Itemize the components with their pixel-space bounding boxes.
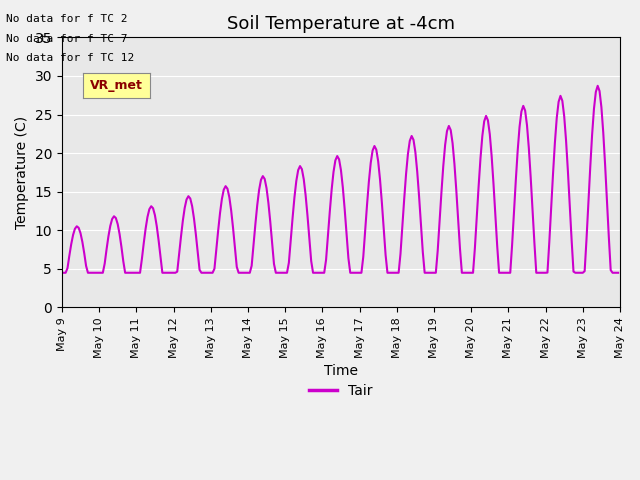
Text: No data for f TC 12: No data for f TC 12 (6, 53, 134, 63)
Title: Soil Temperature at -4cm: Soil Temperature at -4cm (227, 15, 455, 33)
Y-axis label: Temperature (C): Temperature (C) (15, 116, 29, 229)
X-axis label: Time: Time (324, 364, 358, 378)
Text: VR_met: VR_met (90, 79, 143, 93)
Text: No data for f TC 7: No data for f TC 7 (6, 34, 128, 44)
Text: No data for f TC 2: No data for f TC 2 (6, 14, 128, 24)
Legend: Tair: Tair (304, 378, 378, 403)
